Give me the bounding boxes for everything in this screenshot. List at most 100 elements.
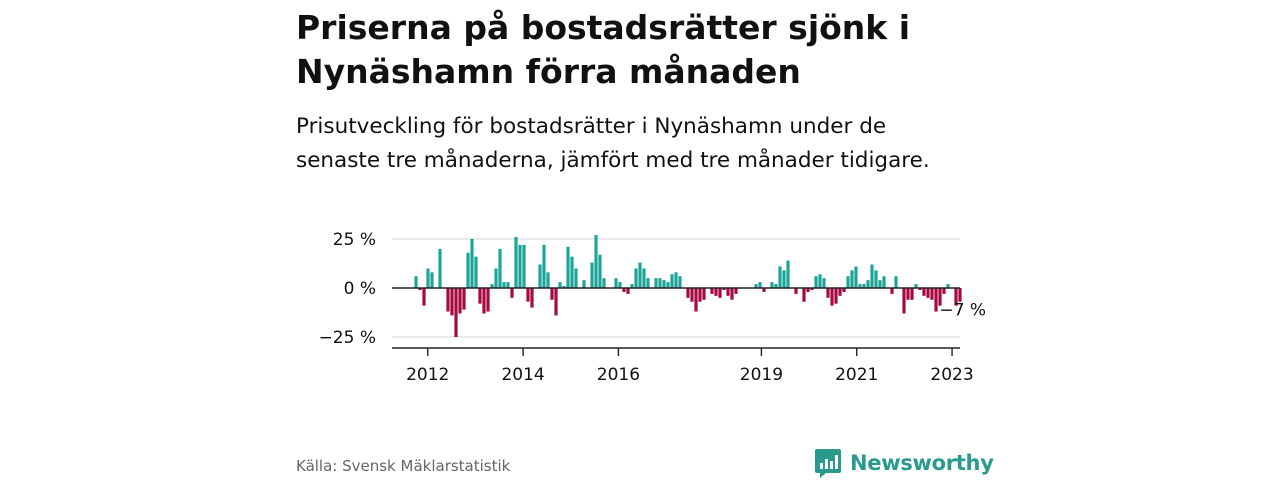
bar	[762, 288, 766, 292]
bar	[734, 288, 738, 294]
bar	[914, 284, 918, 288]
bar	[934, 288, 938, 312]
x-tick-label: 2016	[597, 365, 640, 385]
bar	[638, 262, 642, 288]
bar	[882, 276, 886, 288]
bar	[598, 254, 602, 288]
bar	[642, 268, 646, 288]
bar	[878, 280, 882, 288]
bar	[938, 288, 942, 306]
bar	[846, 276, 850, 288]
bar	[834, 288, 838, 304]
bar	[958, 288, 962, 302]
bar	[602, 278, 606, 288]
bar	[770, 282, 774, 288]
bar	[474, 256, 478, 288]
bar	[758, 282, 762, 288]
bar	[954, 288, 958, 306]
bar	[838, 288, 842, 296]
last-value-label: −7 %	[939, 301, 986, 321]
bar	[874, 270, 878, 288]
brand-name: Newsworthy	[850, 451, 994, 475]
bar	[426, 268, 430, 288]
bar	[662, 280, 666, 288]
bar	[522, 244, 526, 288]
bar	[814, 276, 818, 288]
bar	[450, 288, 454, 316]
bar	[726, 288, 730, 296]
bar	[818, 274, 822, 288]
bar	[806, 288, 810, 292]
bar-chart: 25 % 0 % −25 % 2012 2014 2016 2019 2021 2023 −7 %	[319, 230, 986, 385]
bar	[506, 282, 510, 288]
bar	[686, 288, 690, 298]
bar	[890, 288, 894, 294]
bar	[698, 288, 702, 302]
bar	[722, 288, 726, 290]
bar	[826, 288, 830, 298]
bar	[922, 288, 926, 296]
bar	[438, 248, 442, 288]
bar	[458, 288, 462, 314]
bar	[862, 284, 866, 288]
bar	[822, 278, 826, 288]
bar	[454, 288, 458, 337]
bar	[538, 264, 542, 288]
bar	[782, 270, 786, 288]
bar	[554, 288, 558, 316]
grid-layer	[392, 238, 960, 338]
bar	[590, 262, 594, 288]
bar	[906, 288, 910, 300]
bar	[470, 239, 474, 288]
bar	[850, 270, 854, 288]
bar	[618, 282, 622, 288]
bar	[930, 288, 934, 300]
bar	[462, 288, 466, 310]
bar	[730, 288, 734, 300]
bar	[466, 252, 470, 288]
x-tick-label: 2012	[406, 365, 449, 385]
bar	[778, 266, 782, 288]
x-tick-label: 2014	[501, 365, 544, 385]
bar	[594, 235, 598, 288]
y-tick-label: −25 %	[319, 328, 376, 348]
bar	[558, 282, 562, 288]
y-tick-label: 0 %	[344, 279, 376, 299]
bar	[514, 237, 518, 288]
bar	[690, 288, 694, 302]
bar	[494, 268, 498, 288]
bar	[510, 288, 514, 298]
bar	[714, 288, 718, 296]
bar	[518, 244, 522, 288]
bar	[446, 288, 450, 312]
bar	[894, 276, 898, 288]
bar	[946, 284, 950, 288]
bar	[482, 288, 486, 314]
label-layer: 25 % 0 % −25 % 2012 2014 2016 2019 2021 2023 −7 %	[319, 230, 986, 385]
bar	[802, 288, 806, 302]
bar	[622, 288, 626, 292]
bar	[754, 284, 758, 288]
x-tick-label: 2021	[835, 365, 878, 385]
bar	[910, 288, 914, 300]
bar	[694, 288, 698, 312]
bar	[566, 246, 570, 288]
bar	[490, 284, 494, 288]
bar	[430, 272, 434, 288]
bar	[498, 248, 502, 288]
bar	[902, 288, 906, 314]
bar-layer	[414, 235, 962, 337]
bar	[830, 288, 834, 306]
bar	[630, 284, 634, 288]
bar	[542, 244, 546, 288]
x-tick-label: 2019	[740, 365, 783, 385]
bar	[478, 288, 482, 304]
bar	[866, 280, 870, 288]
bar	[858, 284, 862, 288]
bar	[710, 288, 714, 294]
bar	[718, 288, 722, 298]
chart-title: Priserna på bostadsrätter sjönk i Nynäsh…	[296, 8, 911, 91]
bar	[526, 288, 530, 302]
bar	[626, 288, 630, 294]
bar	[574, 268, 578, 288]
